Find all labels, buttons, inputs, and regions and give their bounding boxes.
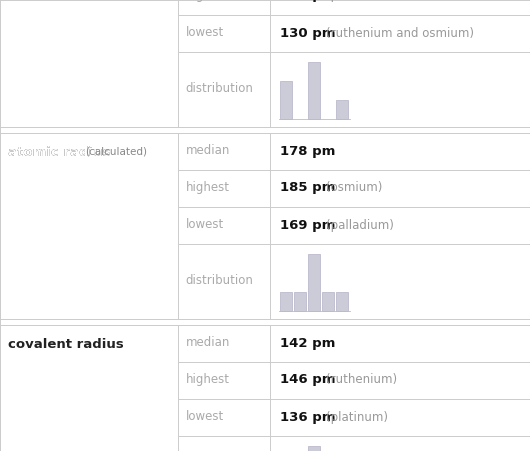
Text: (ruthenium): (ruthenium) (326, 373, 398, 387)
Text: highest: highest (186, 373, 229, 387)
Text: 185 pm: 185 pm (280, 181, 335, 194)
Text: atomic radius: atomic radius (8, 147, 120, 160)
Text: distribution: distribution (186, 83, 253, 96)
Text: 136 pm: 136 pm (280, 410, 336, 423)
Text: 169 pm: 169 pm (280, 218, 335, 231)
Bar (308, 253, 320, 310)
Text: 146 pm: 146 pm (280, 373, 336, 387)
Text: 130 pm: 130 pm (280, 27, 336, 40)
Text: 178 pm: 178 pm (280, 144, 335, 157)
Bar (337, 291, 348, 310)
Bar (308, 446, 320, 451)
Text: lowest: lowest (186, 27, 224, 40)
Text: highest: highest (186, 0, 229, 3)
Text: highest: highest (186, 181, 229, 194)
Text: (calculated): (calculated) (85, 147, 147, 156)
Bar (280, 291, 293, 310)
Bar (294, 291, 306, 310)
Text: (platinum): (platinum) (326, 410, 388, 423)
Text: lowest: lowest (186, 410, 224, 423)
Bar (322, 291, 334, 310)
Text: (ruthenium and osmium): (ruthenium and osmium) (326, 27, 474, 40)
Text: (palladium): (palladium) (326, 0, 394, 3)
Text: (palladium): (palladium) (326, 218, 394, 231)
Text: atomic radius: atomic radius (8, 147, 110, 160)
Text: covalent radius: covalent radius (8, 339, 123, 351)
Bar (280, 80, 293, 119)
Text: lowest: lowest (186, 218, 224, 231)
Text: 140 pm: 140 pm (280, 0, 336, 3)
Text: median: median (186, 144, 230, 157)
Bar (308, 61, 320, 119)
Text: (osmium): (osmium) (326, 181, 383, 194)
Text: median: median (186, 336, 230, 350)
Text: 142 pm: 142 pm (280, 336, 335, 350)
Text: distribution: distribution (186, 275, 253, 287)
Bar (337, 100, 348, 119)
